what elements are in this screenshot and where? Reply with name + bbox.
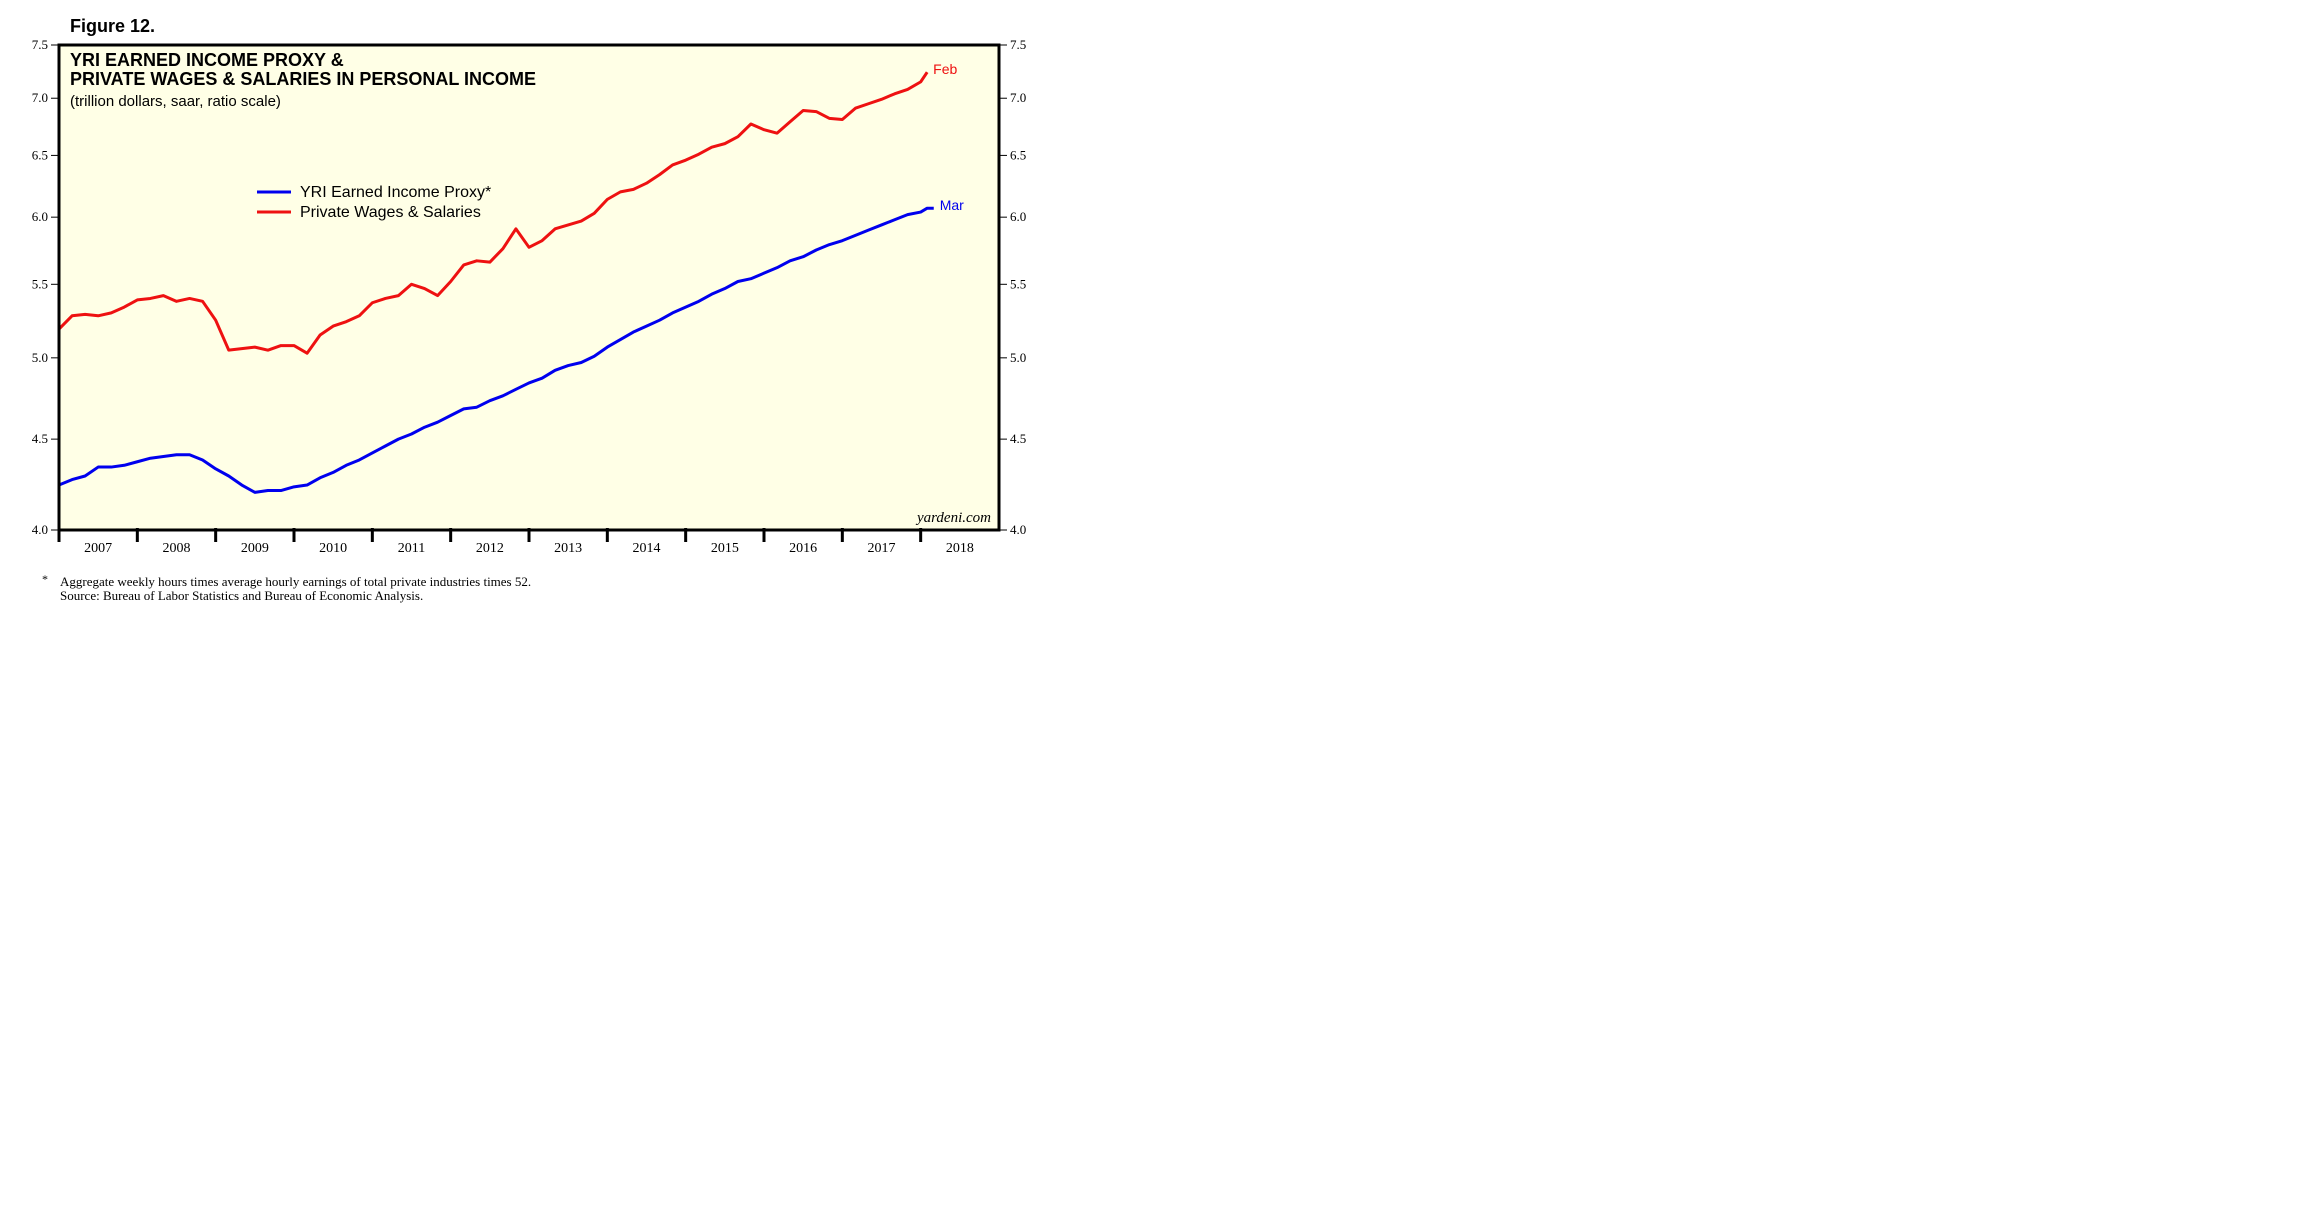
y2-tick-label: 4.0 <box>1010 522 1026 537</box>
y-tick-label: 5.0 <box>32 350 48 365</box>
series-line <box>57 71 929 355</box>
end-label: Mar <box>940 197 964 213</box>
x-tick-label: 2012 <box>476 541 504 556</box>
chart-subtitle: (trillion dollars, saar, ratio scale) <box>70 93 281 110</box>
x-tick-label: 2011 <box>398 541 425 556</box>
footnote-marker: * <box>42 572 48 586</box>
footnote: Source: Bureau of Labor Statistics and B… <box>60 588 423 603</box>
legend-label: YRI Earned Income Proxy* <box>300 184 491 201</box>
y-tick-label: 7.0 <box>32 90 48 105</box>
x-tick-label: 2008 <box>163 541 191 556</box>
y2-tick-label: 5.5 <box>1010 276 1026 291</box>
y2-tick-label: 7.0 <box>1010 90 1026 105</box>
y2-tick-label: 4.5 <box>1010 431 1026 446</box>
y-tick-label: 6.0 <box>32 209 48 224</box>
x-tick-label: 2009 <box>241 541 269 556</box>
y-tick-label: 6.5 <box>32 147 48 162</box>
y-tick-label: 5.5 <box>32 276 48 291</box>
series-line <box>58 206 934 494</box>
chart-title: YRI EARNED INCOME PROXY & <box>70 50 344 70</box>
x-tick-label: 2015 <box>711 541 739 556</box>
y-tick-label: 7.5 <box>32 37 48 52</box>
x-tick-label: 2007 <box>84 541 112 556</box>
chart-title: PRIVATE WAGES & SALARIES IN PERSONAL INC… <box>70 69 536 89</box>
y-tick-label: 4.5 <box>32 431 48 446</box>
y2-tick-label: 6.0 <box>1010 209 1026 224</box>
source-tag: yardeni.com <box>915 510 991 526</box>
legend-label: Private Wages & Salaries <box>300 204 481 221</box>
plot-background <box>59 45 999 530</box>
y2-tick-label: 5.0 <box>1010 350 1026 365</box>
end-label: Feb <box>933 61 957 77</box>
figure-label: Figure 12. <box>70 16 155 36</box>
plot-frame <box>57 43 1001 532</box>
x-tick-label: 2013 <box>554 541 582 556</box>
y2-tick-label: 7.5 <box>1010 37 1026 52</box>
x-tick-label: 2014 <box>633 541 661 556</box>
x-tick-label: 2017 <box>868 541 896 556</box>
footnote: Aggregate weekly hours times average hou… <box>60 574 531 589</box>
x-tick-label: 2018 <box>946 541 974 556</box>
y2-tick-label: 6.5 <box>1010 147 1026 162</box>
y-tick-label: 4.0 <box>32 522 48 537</box>
x-tick-label: 2010 <box>319 541 347 556</box>
x-tick-label: 2016 <box>789 541 817 556</box>
